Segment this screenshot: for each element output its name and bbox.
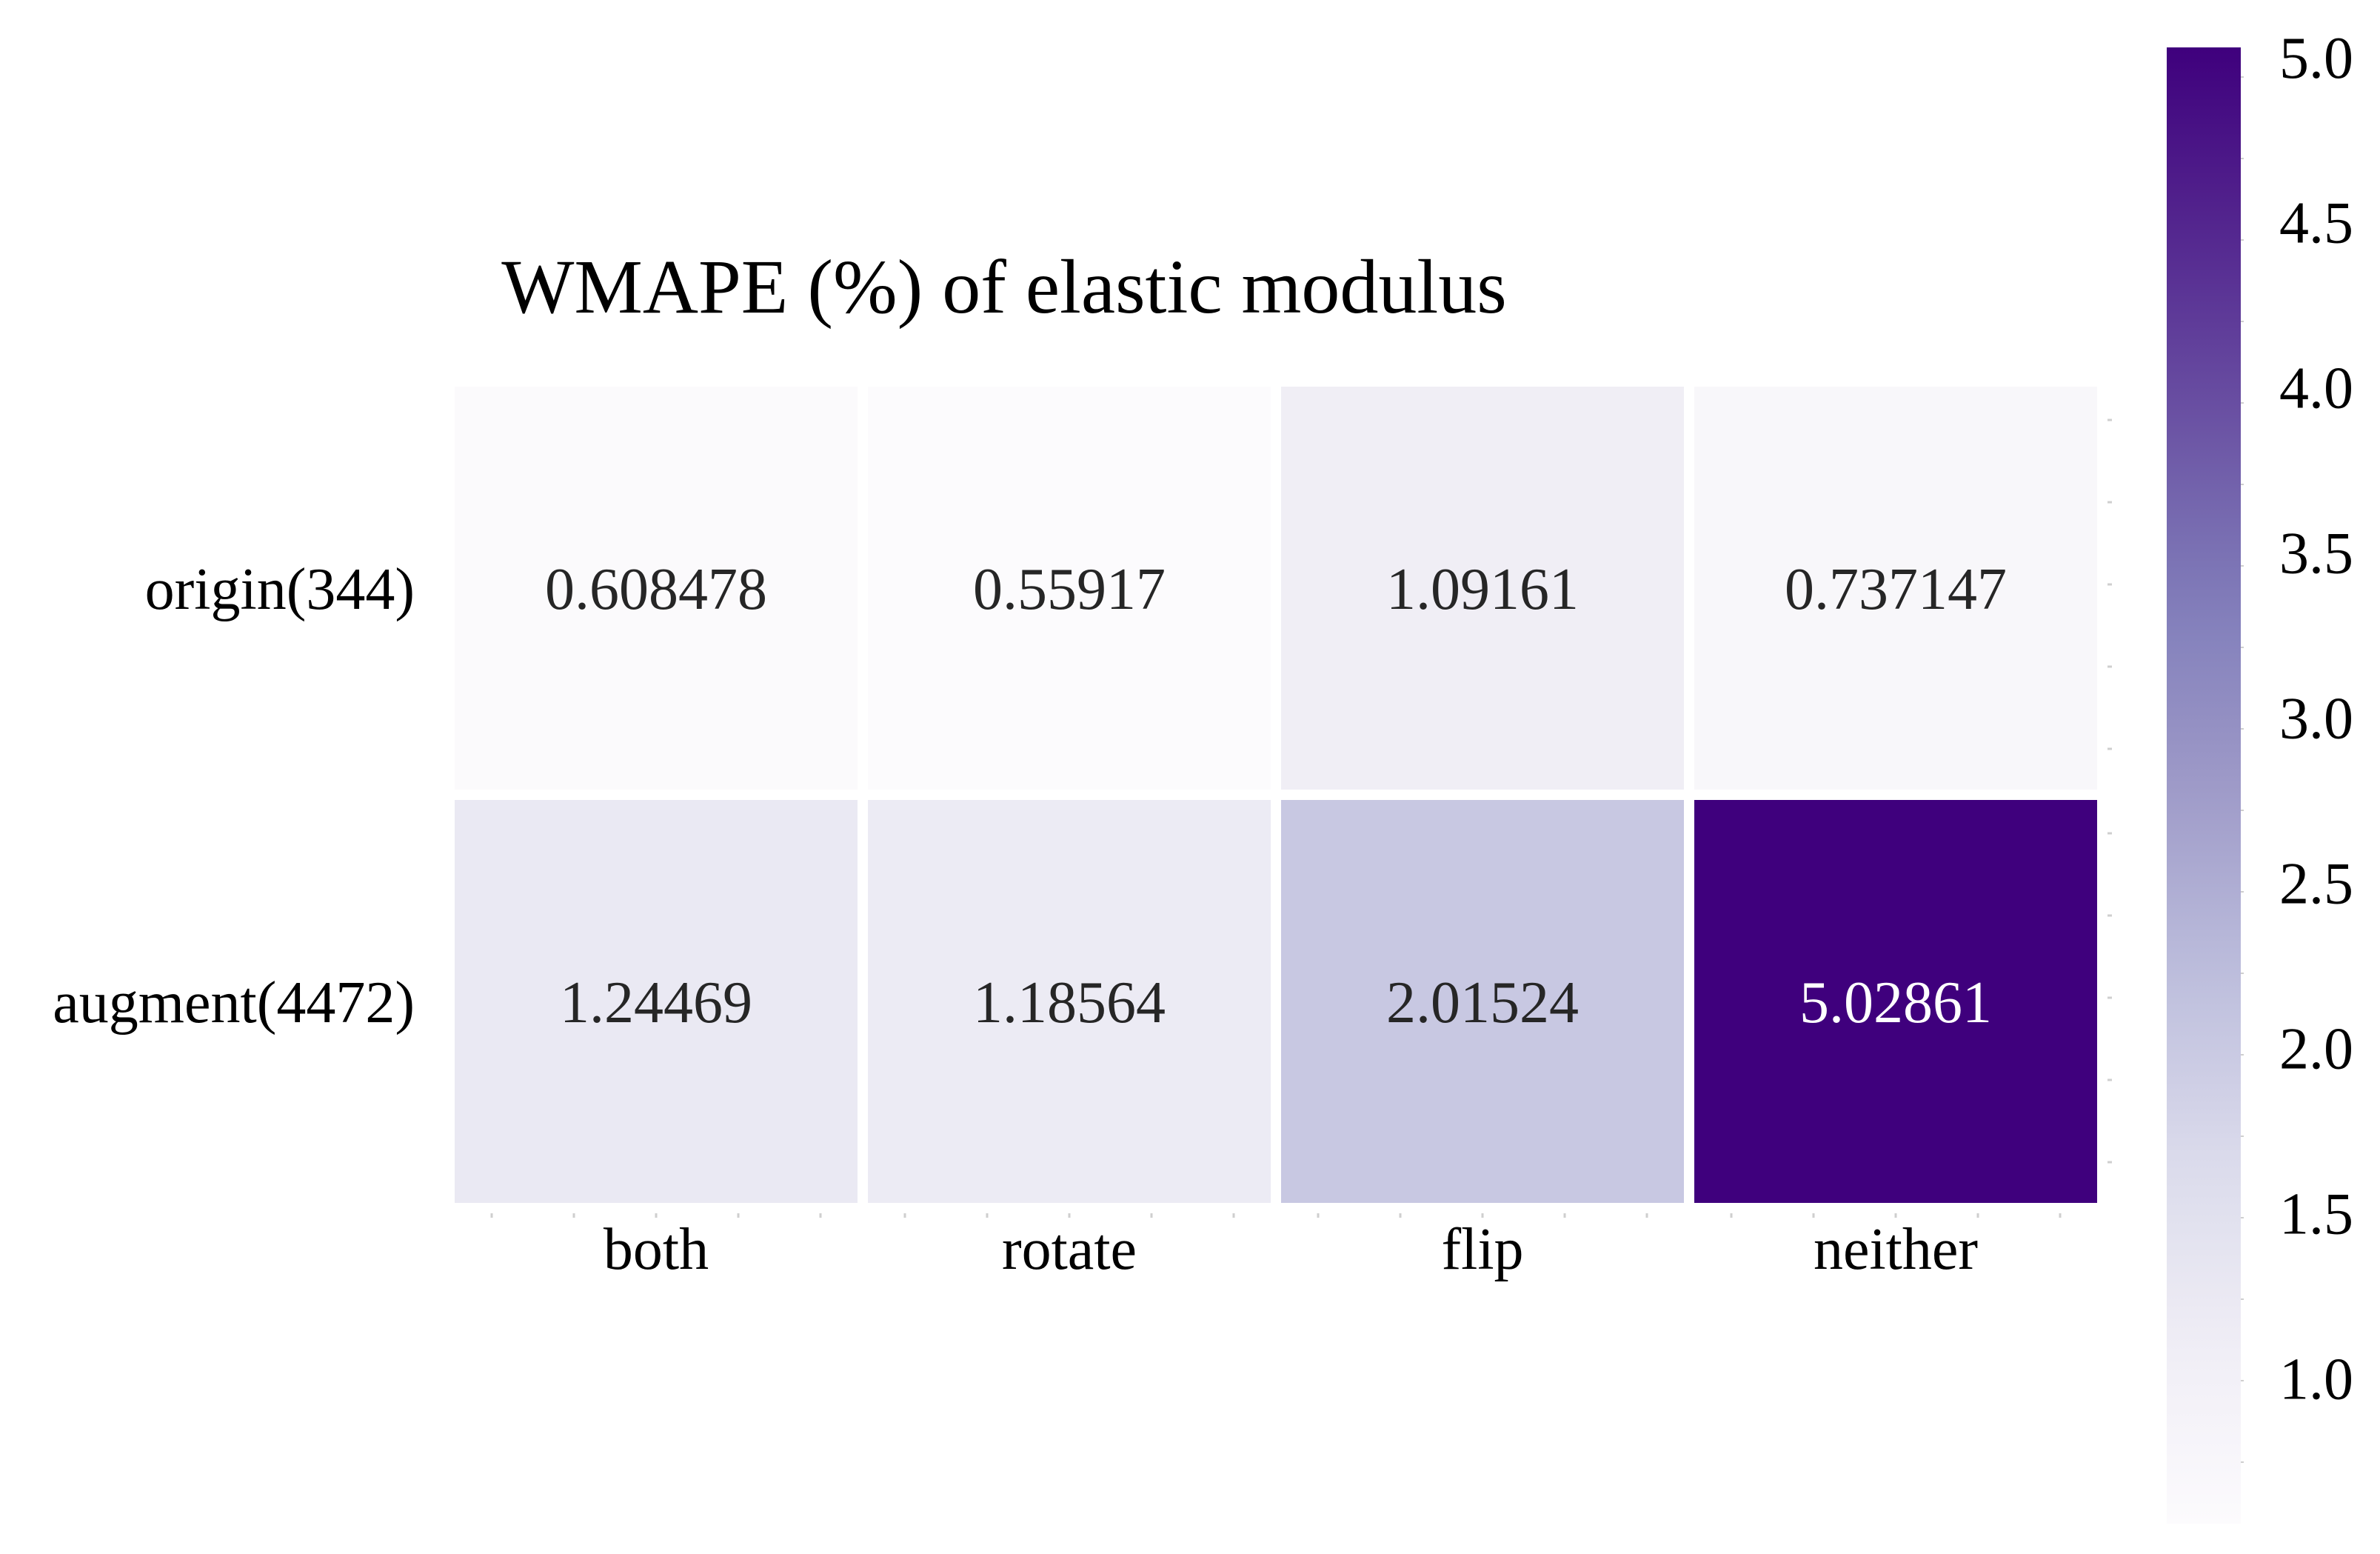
column-label: flip [1441, 1217, 1523, 1282]
colorbar-tick-label: 4.5 [2279, 191, 2353, 256]
colorbar-tick-label: 3.5 [2279, 521, 2353, 587]
column-label: rotate [1002, 1217, 1137, 1282]
colorbar-tick-label: 1.5 [2279, 1181, 2353, 1247]
axis-ticks [490, 418, 2112, 1218]
heatmap-cell [1694, 387, 2097, 790]
cell-value-label: 2.01524 [1386, 970, 1579, 1036]
heatmap-cell [455, 387, 858, 790]
cell-value-label: 1.09161 [1386, 557, 1579, 622]
cell-value-label: 0.55917 [973, 557, 1166, 622]
heatmap-cells: 0.608478 0.55917 1.09161 0.737147 1.24469 1.1… [455, 387, 2097, 1203]
row-label: origin(344) [145, 557, 415, 622]
axis-labels: origin(344) augment(4472) both rotate flip ne… [53, 557, 1978, 1282]
heatmap-cell [868, 800, 1271, 1203]
heatmap-cell [1694, 800, 2097, 1203]
column-label: both [604, 1217, 709, 1282]
cell-value-label: 0.608478 [545, 557, 767, 622]
row-label: augment(4472) [53, 970, 415, 1036]
cell-value-label: 0.737147 [1785, 557, 2007, 622]
cell-value-label: 5.02861 [1799, 970, 1992, 1036]
cell-value-label: 1.18564 [973, 970, 1166, 1036]
column-label: neither [1814, 1217, 1978, 1282]
cell-value-label: 1.24469 [560, 970, 752, 1036]
colorbar: 1.0 1.5 2.0 2.5 3.0 3.5 4.0 4.5 5.0 [2167, 26, 2353, 1524]
colorbar-tick-label: 4.0 [2279, 356, 2353, 421]
heatmap-cell [868, 387, 1271, 790]
chart-title: WMAPE (%) of elastic modulus [501, 244, 1507, 330]
colorbar-gradient [2167, 47, 2241, 1524]
heatmap-cell [455, 800, 858, 1203]
colorbar-tick-label: 2.0 [2279, 1017, 2353, 1082]
colorbar-tick-label: 5.0 [2279, 26, 2353, 91]
colorbar-tick-label: 2.5 [2279, 852, 2353, 917]
colorbar-tick-label: 3.0 [2279, 687, 2353, 752]
colorbar-tick-label: 1.0 [2279, 1347, 2353, 1412]
heatmap-cell [1281, 800, 1684, 1203]
heatmap-cell [1281, 387, 1684, 790]
